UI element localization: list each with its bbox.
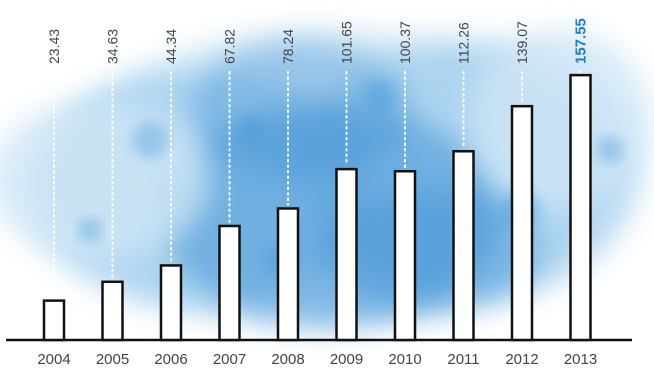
bar-2012 [510,104,534,342]
watercolor-speckle [236,116,264,144]
value-label-2005: 34.63 [105,29,121,64]
x-tick-label-2012: 2012 [505,351,538,368]
value-label-2007: 67.82 [222,29,238,64]
value-label-2010: 100.37 [397,21,413,64]
bar-2013 [569,73,592,342]
watercolor-speckle [78,218,102,242]
x-tick-label-2011: 2011 [447,351,479,368]
x-tick-label-2009: 2009 [330,351,363,368]
value-label-2008: 78.24 [280,29,296,64]
bar-2005 [101,280,124,342]
dotted-leaders [53,70,582,298]
bar-2010 [393,170,417,342]
x-axis-tick-labels: 2004 2005 2006 2007 2008 2009 2010 2011 2012 2013 [37,351,597,368]
watercolor-blob [470,30,650,210]
x-tick-label-2006: 2006 [154,351,187,368]
watercolor-speckle [364,79,396,111]
x-tick-label-2007: 2007 [213,351,246,368]
bar-2008 [276,207,300,342]
value-label-2013: 157.55 [573,18,590,64]
x-tick-label-2013: 2013 [564,351,597,368]
bar-2011 [452,150,475,342]
x-tick-label-2004: 2004 [37,351,70,368]
x-tick-label-2005: 2005 [96,351,129,368]
bar-2007 [218,224,241,342]
watercolor-speckle [132,122,168,158]
bars [42,73,592,342]
value-label-2009: 101.65 [339,21,355,64]
value-label-2004: 23.43 [46,29,62,64]
bar-2004 [42,299,66,342]
watercolor-blob [0,100,210,260]
x-tick-label-2010: 2010 [388,351,421,368]
bar-2009 [335,167,358,342]
value-labels: 23.43 34.63 44.34 67.82 78.24 101.65 100.37 112… [46,18,590,64]
bar-2006 [159,264,183,342]
value-label-2011: 112.26 [456,22,472,64]
watercolor-background [0,30,650,330]
value-label-2012: 139.07 [514,21,530,64]
watercolor-blob [320,190,540,310]
x-tick-label-2008: 2008 [271,351,304,368]
watercolor-speckle [596,136,624,164]
watercolor-blob [190,40,410,180]
value-label-2006: 44.34 [163,29,179,64]
